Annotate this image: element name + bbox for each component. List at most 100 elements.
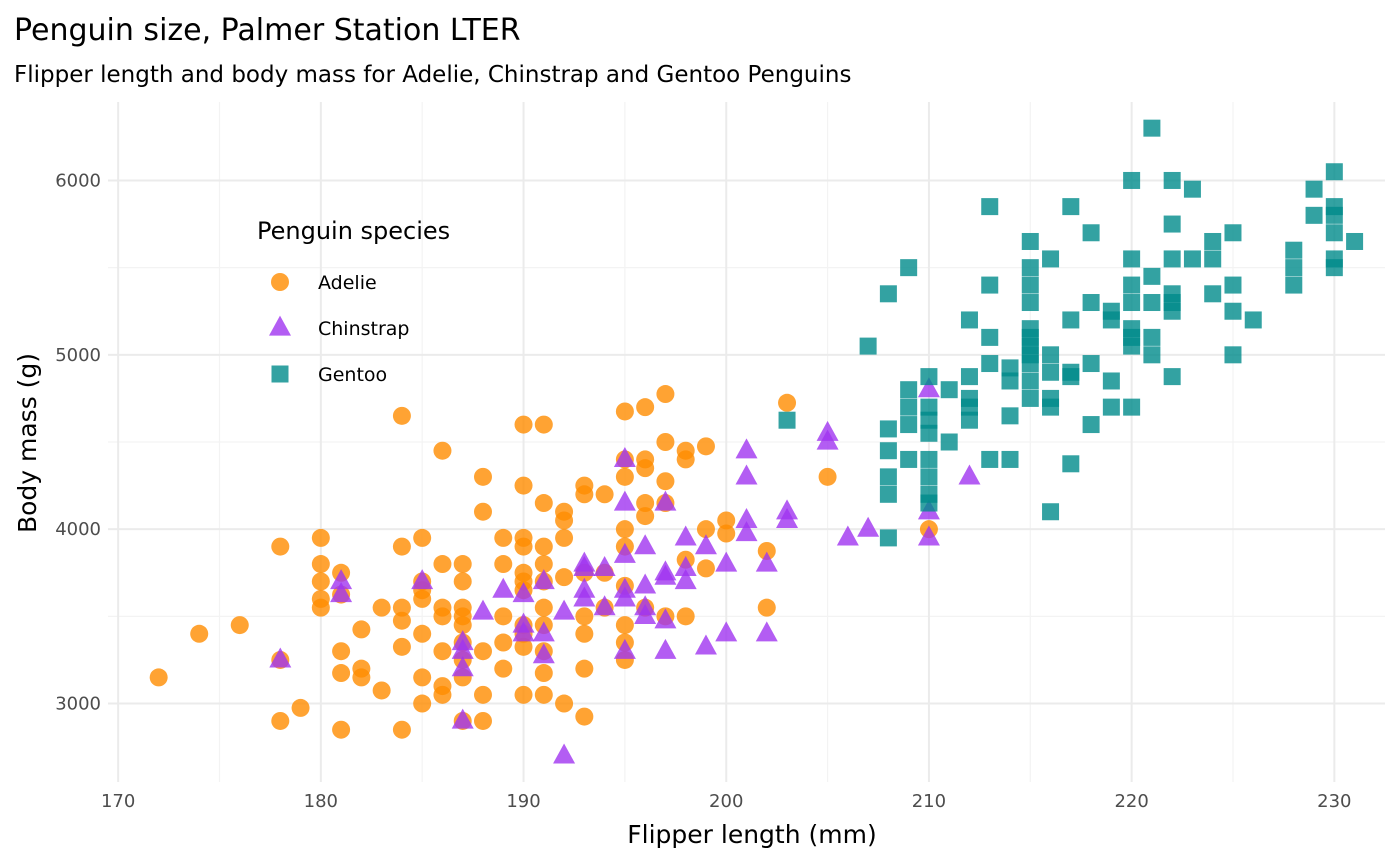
gentoo-point	[1204, 232, 1222, 250]
gentoo-point	[1082, 224, 1100, 242]
gentoo-point	[1021, 355, 1039, 373]
gentoo-point	[920, 411, 938, 429]
chinstrap-point	[654, 608, 677, 629]
adelie-point	[676, 607, 695, 626]
gentoo-point	[1163, 368, 1181, 386]
adelie-point	[230, 616, 249, 635]
gentoo-point	[1123, 171, 1141, 189]
gentoo-point	[1325, 163, 1343, 181]
adelie-point	[636, 398, 655, 417]
chinstrap-point	[836, 525, 859, 546]
gentoo-point	[1082, 294, 1100, 312]
chinstrap-point	[634, 534, 657, 555]
chinstrap-point	[674, 556, 697, 577]
adelie-point	[494, 633, 513, 652]
gentoo-point	[920, 424, 938, 442]
chinstrap-point	[674, 525, 697, 546]
legend-title: Penguin species	[257, 217, 450, 245]
gentoo-point	[920, 368, 938, 386]
gentoo-point	[859, 337, 877, 355]
chinstrap-point	[816, 429, 839, 450]
chinstrap-point	[613, 586, 636, 607]
gentoo-point	[1224, 346, 1242, 364]
chinstrap-point	[694, 534, 717, 555]
adelie-point	[656, 385, 675, 404]
data-points	[149, 119, 1364, 764]
chinstrap-point	[917, 377, 940, 398]
gentoo-point	[1305, 206, 1323, 224]
gentoo-point	[900, 381, 918, 399]
y-tick-label: 3000	[55, 694, 101, 715]
adelie-point	[413, 528, 432, 547]
gentoo-point	[1001, 372, 1019, 390]
gentoo-point	[1285, 241, 1303, 259]
legend-key-adelie	[271, 273, 289, 291]
adelie-point	[433, 441, 452, 460]
chinstrap-point	[451, 638, 474, 659]
gentoo-point	[981, 328, 999, 346]
x-tick-label: 190	[506, 791, 540, 812]
chinstrap-point	[613, 447, 636, 468]
adelie-point	[717, 524, 736, 543]
chinstrap-point	[512, 621, 535, 642]
series-chinstrap	[269, 377, 981, 764]
chinstrap-point	[654, 564, 677, 585]
gentoo-point	[1062, 368, 1080, 386]
gentoo-point	[1163, 171, 1181, 189]
gentoo-point	[940, 381, 958, 399]
adelie-point	[413, 668, 432, 687]
adelie-point	[514, 415, 533, 434]
adelie-point	[595, 485, 614, 504]
adelie-point	[555, 511, 574, 530]
chinstrap-point	[654, 638, 677, 659]
chinstrap-point	[654, 490, 677, 511]
adelie-point	[149, 668, 168, 687]
chinstrap-point	[735, 438, 758, 459]
adelie-point	[413, 624, 432, 643]
adelie-point	[271, 537, 290, 556]
adelie-point	[818, 467, 837, 486]
gentoo-point	[1042, 250, 1060, 268]
gentoo-point	[960, 311, 978, 329]
gentoo-point	[1224, 276, 1242, 294]
gentoo-point	[1325, 259, 1343, 277]
gentoo-point	[1143, 267, 1161, 285]
adelie-point	[332, 720, 351, 739]
adelie-point	[534, 598, 553, 617]
adelie-point	[453, 616, 472, 635]
adelie-point	[555, 568, 574, 587]
gentoo-point	[879, 468, 897, 486]
adelie-point	[453, 555, 472, 574]
adelie-point	[372, 681, 391, 700]
chinstrap-point	[613, 638, 636, 659]
gentoo-point	[879, 420, 897, 438]
gentoo-point	[1021, 372, 1039, 390]
gentoo-point	[1062, 311, 1080, 329]
chinstrap-point	[715, 551, 738, 572]
chinstrap-point	[330, 582, 353, 603]
chinstrap-point	[553, 743, 576, 764]
gentoo-point	[1325, 206, 1343, 224]
gentoo-point	[1183, 180, 1201, 198]
adelie-point	[656, 433, 675, 451]
adelie-point	[494, 528, 513, 547]
adelie-point	[473, 642, 492, 661]
adelie-point	[575, 624, 594, 643]
adelie-point	[190, 624, 209, 643]
chart-title: Penguin size, Palmer Station LTER	[14, 13, 521, 48]
adelie-point	[778, 393, 797, 412]
chinstrap-point	[451, 656, 474, 677]
gentoo-point	[879, 442, 897, 460]
gentoo-point	[1123, 337, 1141, 355]
gentoo-point	[1042, 503, 1060, 521]
gentoo-point	[1163, 302, 1181, 320]
chinstrap-point	[573, 556, 596, 577]
gentoo-point	[920, 450, 938, 468]
adelie-point	[636, 494, 655, 513]
adelie-point	[392, 611, 411, 630]
gentoo-point	[1183, 250, 1201, 268]
gentoo-point	[1163, 250, 1181, 268]
axis-ticks: 170 180 190 200 210 220 230 3000 4000 5000 6000	[55, 170, 1351, 812]
gentoo-point	[1021, 259, 1039, 277]
adelie-point	[392, 537, 411, 556]
